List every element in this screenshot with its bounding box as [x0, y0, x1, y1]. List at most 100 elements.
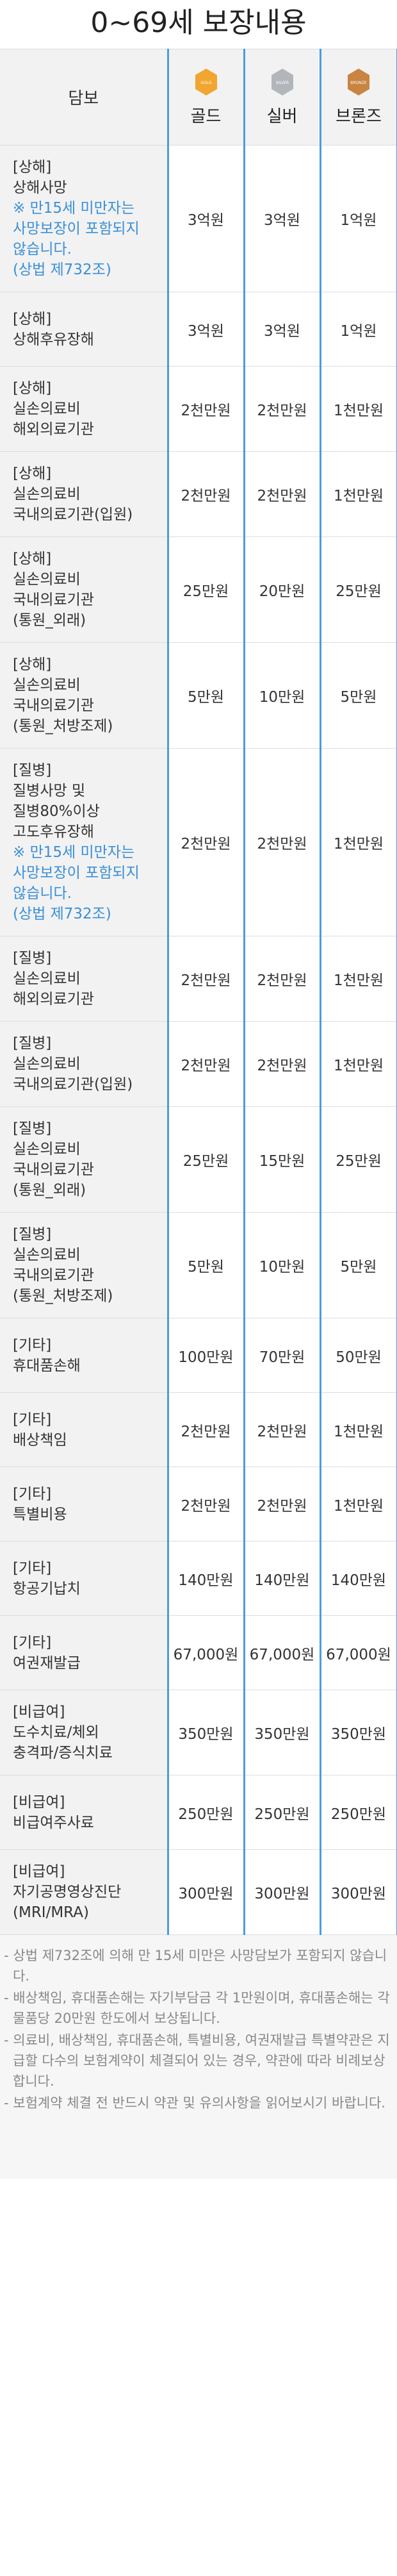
coverage-name: 상해사망	[13, 179, 67, 196]
amount-cell-silver: 2천만원	[243, 1021, 321, 1107]
amount-cell-gold: 350만원	[166, 1690, 245, 1775]
table-row: [질병] 실손의료비 국내의료기관 (통원_외래) 25만원 15만원 25만원	[0, 1106, 397, 1213]
coverage-name: 여권재발급	[13, 1654, 81, 1672]
page-title: 0~69세 보장내용	[90, 6, 307, 39]
plan-name-bronze: 브론즈	[336, 107, 382, 126]
coverage-cell: [상해] 실손의료비 국내의료기관 (통원_처방조제)	[0, 642, 168, 749]
footer-notes: - 상법 제732조에 의해 만 15세 미만은 사망담보가 포함되지 않습니다…	[0, 1935, 397, 2179]
footer-note: - 보험계약 체결 전 반드시 약관 및 유의사항을 읽어보시기 바랍니다.	[4, 2095, 385, 2111]
coverage-category: [질병]	[13, 950, 52, 967]
coverage-name: 실손의료비 국내의료기관(입원)	[13, 1056, 133, 1093]
amount-cell-silver: 3억원	[243, 292, 321, 367]
amount-cell-silver: 15만원	[243, 1106, 321, 1213]
table-row: [상해] 실손의료비 국내의료기관(입원) 2천만원 2천만원 1천만원	[0, 451, 397, 537]
coverage-note: ※ 만15세 미만자는 사망보장이 포함되지 않습니다. (상법 제732조)	[13, 844, 140, 922]
coverage-name: 실손의료비 국내의료기관 (통원_처방조제)	[13, 1247, 113, 1304]
amount-cell-gold: 300만원	[166, 1849, 245, 1935]
amount-cell-gold: 2천만원	[166, 1467, 245, 1541]
amount-cell-silver: 2천만원	[243, 451, 321, 537]
coverage-name: 실손의료비 국내의료기관 (통원_외래)	[13, 571, 94, 629]
amount-cell-silver: 2천만원	[243, 1467, 321, 1541]
amount-cell-silver: 140만원	[243, 1541, 321, 1616]
amount-cell-bronze: 1억원	[319, 145, 397, 292]
coverage-cell: [비급여] 비급여주사료	[0, 1775, 168, 1850]
coverage-name: 비급여주사료	[13, 1814, 94, 1831]
coverage-cell: [질병] 실손의료비 해외의료기관	[0, 936, 168, 1022]
amount-cell-bronze: 25만원	[319, 536, 397, 643]
amount-cell-gold: 3억원	[166, 145, 245, 292]
amount-cell-bronze: 25만원	[319, 1106, 397, 1213]
coverage-category: [질병]	[13, 762, 52, 779]
amount-cell-bronze: 1천만원	[319, 1392, 397, 1467]
table-row: [질병] 실손의료비 국내의료기관 (통원_처방조제) 5만원 10만원 5만원	[0, 1212, 397, 1318]
coverage-category: [상해]	[13, 551, 52, 567]
gold-medal-icon: GOLD	[193, 67, 219, 97]
amount-cell-bronze: 350만원	[319, 1690, 397, 1775]
amount-cell-silver: 2천만원	[243, 366, 321, 452]
coverage-cell: [상해] 실손의료비 국내의료기관(입원)	[0, 451, 168, 537]
table-row: [기타] 항공기납치 140만원 140만원 140만원	[0, 1541, 397, 1616]
plan-header-bronze: BRONZE 브론즈	[319, 49, 397, 145]
amount-cell-gold: 25만원	[166, 1106, 245, 1213]
coverage-category: [기타]	[13, 1336, 52, 1354]
amount-cell-bronze: 1천만원	[319, 451, 397, 537]
coverage-cell: [상해] 실손의료비 해외의료기관	[0, 366, 168, 452]
coverage-category: [기타]	[13, 1411, 52, 1428]
coverage-category: [상해]	[13, 159, 52, 176]
coverage-name: 실손의료비 해외의료기관	[13, 970, 94, 1008]
coverage-category: [상해]	[13, 465, 52, 482]
coverage-category: [비급여]	[13, 1863, 65, 1880]
table-row: [기타] 휴대품손해 100만원 70만원 50만원	[0, 1318, 397, 1393]
amount-cell-silver: 10만원	[243, 1212, 321, 1318]
coverage-cell: [질병] 질병사망 및 질병80%이상 고도후유장해 ※ 만15세 미만자는 사망보…	[0, 748, 168, 936]
table-row: [질병] 실손의료비 해외의료기관 2천만원 2천만원 1천만원	[0, 936, 397, 1022]
footer-note: - 배상책임, 휴대품손해는 자기부담금 각 1만원이며, 휴대품손해는 각 물…	[4, 1990, 390, 2026]
table-row: [상해] 상해후유장해 3억원 3억원 1억원	[0, 292, 397, 367]
footer-note: - 의료비, 배상책임, 휴대품손해, 특별비용, 여권재발급 특별약관은 지급…	[4, 2032, 390, 2089]
coverage-cell: [기타] 휴대품손해	[0, 1318, 168, 1393]
amount-cell-gold: 67,000원	[166, 1615, 245, 1690]
amount-cell-bronze: 300만원	[319, 1849, 397, 1935]
amount-cell-gold: 2천만원	[166, 1021, 245, 1107]
amount-cell-gold: 2천만원	[166, 936, 245, 1022]
amount-cell-silver: 2천만원	[243, 936, 321, 1022]
table-row: [상해] 실손의료비 국내의료기관 (통원_외래) 25만원 20만원 25만원	[0, 536, 397, 643]
amount-cell-gold: 3억원	[166, 292, 245, 367]
amount-cell-silver: 250만원	[243, 1775, 321, 1850]
coverage-cell: [질병] 실손의료비 국내의료기관(입원)	[0, 1021, 168, 1107]
coverage-name: 질병사망 및 질병80%이상 고도후유장해	[13, 783, 100, 840]
coverage-cell: [질병] 실손의료비 국내의료기관 (통원_외래)	[0, 1106, 168, 1213]
footer-note: - 상법 제732조에 의해 만 15세 미만은 사망담보가 포함되지 않습니다…	[4, 1948, 387, 1984]
amount-cell-gold: 2천만원	[166, 748, 245, 936]
amount-cell-gold: 5만원	[166, 1212, 245, 1318]
amount-cell-bronze: 140만원	[319, 1541, 397, 1616]
plan-name-silver: 실버	[266, 107, 298, 126]
coverage-name: 휴대품손해	[13, 1357, 81, 1374]
coverage-cell: [상해] 실손의료비 국내의료기관 (통원_외래)	[0, 536, 168, 643]
amount-cell-gold: 25만원	[166, 536, 245, 643]
amount-cell-bronze: 67,000원	[319, 1615, 397, 1690]
amount-cell-bronze: 1천만원	[319, 1467, 397, 1541]
table-header-row: 담보 GOLD 골드 SILVER 실버	[0, 49, 397, 145]
amount-cell-bronze: 5만원	[319, 642, 397, 749]
coverage-cell: [상해] 상해사망 ※ 만15세 미만자는 사망보장이 포함되지 않습니다. (상법…	[0, 145, 168, 292]
coverage-name: 실손의료비 국내의료기관 (통원_처방조제)	[13, 677, 113, 735]
table-row: [상해] 상해사망 ※ 만15세 미만자는 사망보장이 포함되지 않습니다. (상법…	[0, 145, 397, 292]
coverage-cell: [기타] 항공기납치	[0, 1541, 168, 1616]
plan-header-gold: GOLD 골드	[166, 49, 245, 145]
coverage-name: 자기공명영상진단 (MRI/MRA)	[13, 1884, 122, 1921]
coverage-name: 실손의료비 국내의료기관(입원)	[13, 486, 133, 523]
table-row: [질병] 질병사망 및 질병80%이상 고도후유장해 ※ 만15세 미만자는 사망보…	[0, 748, 397, 936]
coverage-cell: [기타] 배상책임	[0, 1392, 168, 1467]
coverage-category: [질병]	[13, 1035, 52, 1052]
coverage-category: [기타]	[13, 1634, 52, 1651]
coverage-category: [상해]	[13, 656, 52, 673]
coverage-name: 실손의료비 국내의료기관 (통원_외래)	[13, 1141, 94, 1199]
coverage-name: 항공기납치	[13, 1580, 81, 1597]
amount-cell-gold: 140만원	[166, 1541, 245, 1616]
table-row: [상해] 실손의료비 국내의료기관 (통원_처방조제) 5만원 10만원 5만원	[0, 642, 397, 749]
coverage-cell: [비급여] 자기공명영상진단 (MRI/MRA)	[0, 1849, 168, 1935]
table-row: [기타] 특별비용 2천만원 2천만원 1천만원	[0, 1467, 397, 1541]
coverage-cell: [상해] 상해후유장해	[0, 292, 168, 367]
amount-cell-silver: 3억원	[243, 145, 321, 292]
